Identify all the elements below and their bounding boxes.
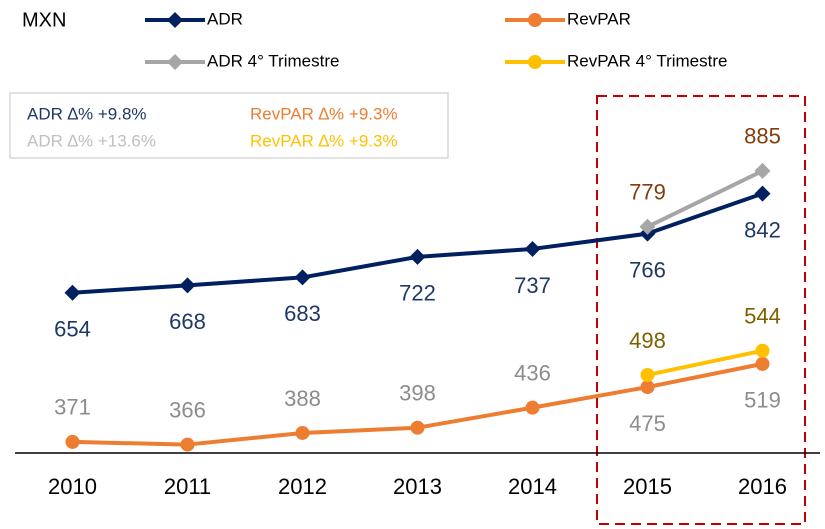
data-label: 366: [169, 397, 206, 422]
data-point: [180, 437, 195, 452]
x-tick-label: 2012: [278, 474, 327, 499]
data-label: 722: [399, 281, 436, 306]
data-point: [65, 434, 80, 449]
x-tick-label: 2011: [164, 474, 211, 499]
legend-label: RevPAR 4° Trimestre: [567, 51, 727, 70]
series-line: [647, 348, 763, 377]
data-point: [640, 380, 655, 395]
legend-marker: [167, 12, 183, 28]
legend-label: RevPAR: [567, 9, 631, 28]
legend-marker: [528, 55, 542, 69]
data-label: 842: [744, 217, 781, 242]
legend-marker: [167, 54, 183, 70]
data-point: [295, 425, 310, 440]
data-point: [64, 284, 81, 301]
legend-label: ADR: [207, 9, 243, 28]
series-line: [646, 169, 764, 229]
data-label: 737: [514, 273, 551, 298]
data-label: 475: [629, 411, 666, 436]
data-point: [525, 400, 540, 415]
data-label: 519: [744, 388, 781, 413]
data-label: 654: [54, 317, 91, 342]
data-label: 683: [284, 301, 321, 326]
annotation: RevPAR ∆% +9.3%: [250, 104, 398, 123]
highlight-box: [596, 95, 806, 525]
data-label: 398: [399, 381, 436, 406]
annotation: ADR ∆% +13.6%: [27, 131, 156, 150]
data-point: [755, 343, 770, 358]
data-label: 388: [284, 386, 321, 411]
data-point: [754, 162, 771, 179]
unit-label: MXN: [22, 9, 66, 31]
annotation: RevPAR ∆% +9.3%: [250, 131, 398, 150]
x-tick-label: 2010: [48, 474, 97, 499]
x-tick-label: 2016: [738, 474, 787, 499]
x-tick-label: 2013: [393, 474, 442, 499]
data-label: 766: [629, 257, 666, 282]
data-point: [410, 420, 425, 435]
data-label: 544: [744, 304, 781, 329]
data-point: [639, 218, 656, 235]
legend-marker: [528, 13, 542, 27]
data-label: 436: [514, 360, 551, 385]
data-point: [754, 185, 771, 202]
data-point: [640, 367, 655, 382]
data-point: [524, 240, 541, 257]
annotation-box: [9, 92, 449, 159]
data-point: [755, 356, 770, 371]
data-point: [409, 248, 426, 265]
x-tick-label: 2014: [508, 474, 557, 499]
data-point: [294, 269, 311, 286]
data-label: 779: [629, 180, 666, 205]
x-tick-label: 2015: [623, 474, 672, 499]
legend-label: ADR 4° Trimestre: [207, 51, 339, 70]
data-label: 668: [169, 309, 206, 334]
data-point: [179, 277, 196, 294]
data-label: 498: [629, 328, 666, 353]
data-label: 371: [54, 395, 91, 420]
annotation: ADR ∆% +9.8%: [27, 104, 147, 123]
data-label: 885: [744, 124, 781, 149]
